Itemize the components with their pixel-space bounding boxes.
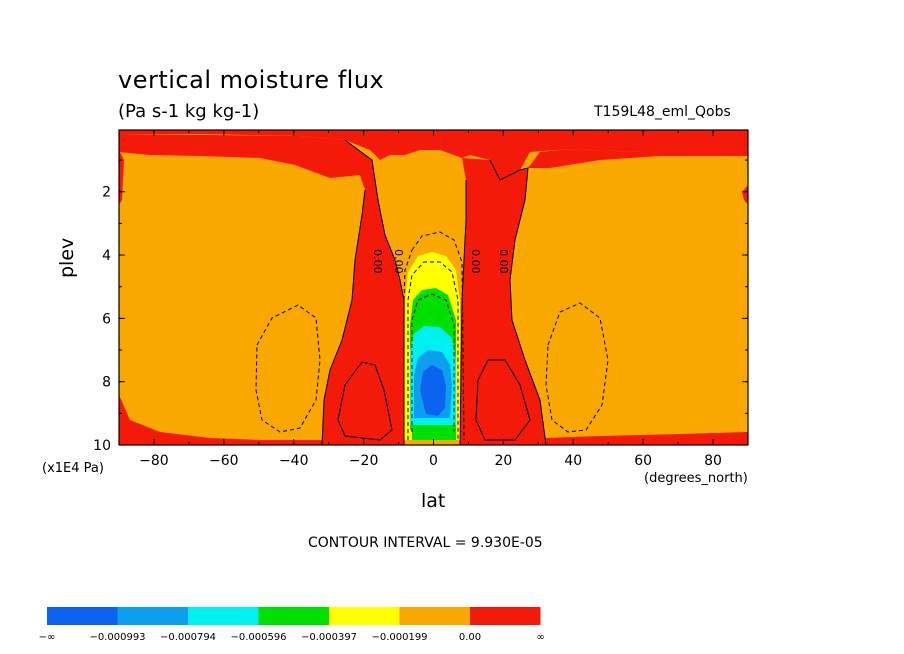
colorbar-swatch (399, 607, 470, 625)
y-tick-label: 4 (102, 248, 111, 264)
colorbar-swatch (47, 607, 118, 625)
colorbar-label: 0.00 (459, 632, 481, 643)
colorbar-swatch (470, 607, 541, 625)
field-upper-band (119, 130, 748, 180)
contour-core-5 (411, 293, 455, 432)
field-east-bottom (546, 432, 748, 445)
colorbar-swatch (117, 607, 188, 625)
x-tick-label: −80 (139, 453, 169, 469)
colorbar-label: −0.000596 (230, 632, 286, 643)
colorbar-swatch (329, 607, 400, 625)
colorbar-swatch (188, 607, 259, 625)
field-equator-cap (418, 142, 448, 150)
x-tick-label: −40 (279, 453, 309, 469)
contour-north-inner (475, 359, 531, 441)
contour-label: 0.00 (392, 249, 405, 274)
field-core-bottom (412, 428, 456, 440)
colorbar-label: −0.000794 (160, 632, 216, 643)
contour-zero-north-outer (459, 180, 467, 445)
field-south-column (322, 140, 404, 445)
field-upper-band-left (119, 134, 372, 178)
colorbar-label: −0.000199 (371, 632, 427, 643)
contour-zero-south-outer (321, 189, 366, 445)
contour-labels: 0.00 0.00 0.00 0.00 (371, 249, 510, 274)
colorbar: −∞ −0.000993 −0.000794 −0.000596 −0.000397 −0… (39, 607, 545, 643)
y-axis-ticks: 2 4 6 8 10 (93, 159, 748, 454)
contour-core-2 (403, 249, 413, 301)
contour-core-1 (411, 231, 465, 441)
contour-label: 0.00 (469, 249, 482, 274)
y-axis-units: (x1E4 Pa) (42, 461, 104, 476)
contour-neg-east (545, 302, 609, 433)
y-tick-label: 2 (102, 185, 111, 201)
contour-neg-west (255, 304, 321, 433)
x-axis-label: lat (421, 490, 446, 512)
y-tick-label: 10 (93, 438, 111, 454)
field-west-bottom (119, 395, 322, 445)
x-tick-label: 60 (634, 453, 652, 469)
colorbar-label: −∞ (39, 632, 56, 643)
case-label: T159L48_eml_Qobs (594, 104, 731, 120)
x-tick-label: −20 (349, 453, 379, 469)
chart-title: vertical moisture flux (118, 66, 385, 94)
x-tick-label: 80 (704, 453, 722, 469)
field-upper-band-right (528, 149, 748, 168)
x-tick-label: 20 (494, 453, 512, 469)
colorbar-label: −0.000397 (301, 632, 357, 643)
contour-negative (255, 231, 609, 445)
colorbar-label: −0.000993 (89, 632, 145, 643)
colorbar-label: ∞ (536, 632, 544, 643)
contour-core-4 (407, 261, 459, 440)
contour-label: 0.00 (371, 249, 384, 274)
heatmap-field (119, 130, 748, 445)
x-axis-units: (degrees_north) (644, 471, 748, 486)
chart-units: (Pa s-1 kg kg-1) (118, 101, 260, 122)
contour-interval: CONTOUR INTERVAL = 9.930E-05 (308, 535, 543, 551)
contour-label: 0.00 (497, 249, 510, 274)
x-tick-label: 40 (564, 453, 582, 469)
field-core-blue (420, 365, 446, 416)
contour-lines (321, 139, 547, 445)
colorbar-swatch (258, 607, 329, 625)
y-tick-label: 6 (102, 311, 111, 327)
x-tick-label: −60 (209, 453, 239, 469)
x-tick-label: 0 (429, 453, 438, 469)
x-axis-ticks: −80 −60 −40 −20 0 20 40 60 80 (118, 130, 749, 469)
contour-zero-north (489, 159, 547, 445)
contour-zero-south (344, 139, 405, 445)
y-tick-label: 8 (102, 375, 111, 391)
contour-south-inner (337, 361, 393, 441)
field-east-edge (742, 185, 748, 205)
